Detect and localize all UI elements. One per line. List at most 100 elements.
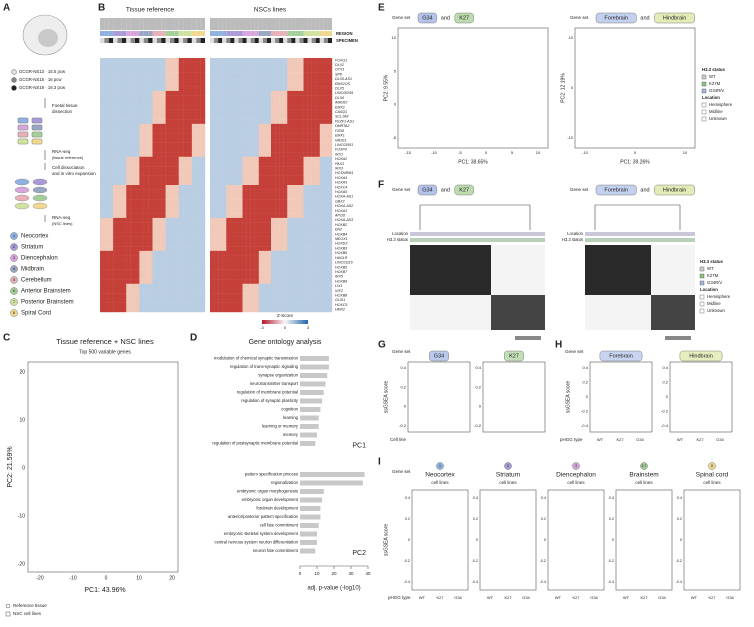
heatmap-cell xyxy=(271,246,276,252)
heatmap-cell xyxy=(311,227,316,233)
heatmap-cell xyxy=(291,105,296,110)
heatmap-cell xyxy=(234,236,239,242)
heatmap-cell xyxy=(108,288,114,294)
heatmap-cell xyxy=(200,67,206,73)
heatmap-cell xyxy=(250,152,255,157)
heatmap-cell xyxy=(165,213,171,219)
heatmap-cell xyxy=(113,114,118,120)
heatmap-cell xyxy=(191,147,197,153)
heatmap-cell xyxy=(238,279,243,284)
group-label: G34 xyxy=(658,595,666,600)
heatmap-cell xyxy=(108,156,114,162)
heatmap-cell xyxy=(187,156,193,162)
heatmap-cell xyxy=(250,123,255,129)
heatmap-cell xyxy=(178,67,184,73)
heatmap-cell xyxy=(323,123,329,129)
heatmap-cell xyxy=(152,269,158,275)
heatmap-cell xyxy=(319,72,325,78)
heatmap-cell xyxy=(191,222,197,228)
heatmap-cell xyxy=(178,279,184,284)
heatmap-cell xyxy=(262,227,268,233)
heatmap-cell xyxy=(238,260,243,266)
heatmap-cell xyxy=(135,147,140,153)
heatmap-cell xyxy=(279,175,284,181)
heatmap-cell xyxy=(258,76,264,82)
heatmap-cell xyxy=(139,279,144,284)
heatmap-cell xyxy=(262,62,268,68)
heatmap-cell xyxy=(139,264,144,270)
label: Top 500 variable genes xyxy=(79,349,131,355)
heatmap-cell xyxy=(152,236,158,242)
heatmap-cell xyxy=(311,269,316,275)
heatmap-cell xyxy=(161,137,166,143)
heatmap-cell xyxy=(218,250,223,256)
heatmap-cell xyxy=(222,76,227,82)
heatmap-cell xyxy=(283,133,288,139)
heatmap-cell xyxy=(222,142,227,148)
dendro-bg xyxy=(303,18,308,30)
heatmap-cell xyxy=(218,227,223,233)
heatmap-cell xyxy=(178,170,184,176)
heatmap-cell xyxy=(295,109,300,115)
heatmap-cell xyxy=(311,180,316,186)
tissue-icon xyxy=(17,138,29,145)
heatmap-cell xyxy=(117,269,123,275)
heatmap-cell xyxy=(295,227,300,233)
heatmap-cell xyxy=(218,114,223,120)
heatmap-cell xyxy=(121,241,127,247)
y-tick-label: 0 xyxy=(666,394,669,399)
heatmap-cell xyxy=(299,62,304,68)
heatmap-cell xyxy=(254,227,259,233)
heatmap-cell xyxy=(210,166,215,172)
heatmap-cell xyxy=(222,297,227,303)
heatmap-cell xyxy=(307,58,312,63)
heatmap-cell xyxy=(230,217,235,223)
heatmap-cell xyxy=(196,128,201,134)
heatmap-cell xyxy=(214,307,219,313)
heatmap-cell xyxy=(234,166,239,172)
heatmap-cell xyxy=(230,246,235,252)
heatmap-cell xyxy=(108,208,114,214)
heatmap-cell xyxy=(214,161,219,167)
heatmap-cell xyxy=(139,86,144,92)
heatmap-cell xyxy=(104,274,109,280)
heatmap-cell xyxy=(183,217,188,223)
heatmap-cell xyxy=(234,67,239,73)
heatmap-cell xyxy=(291,232,296,237)
y-tick-label: 0 xyxy=(612,538,614,542)
heatmap-cell xyxy=(170,307,175,313)
heatmap-cell xyxy=(143,297,149,303)
heatmap-cell xyxy=(214,241,219,247)
heatmap-cell xyxy=(226,76,231,82)
heatmap-cell xyxy=(234,100,239,106)
heatmap-cell xyxy=(191,250,197,256)
heatmap-cell xyxy=(139,185,144,190)
heatmap-cell xyxy=(196,264,201,270)
heatmap-cell xyxy=(254,274,259,280)
legend-label: Hemisphere xyxy=(707,294,731,299)
heatmap-cell xyxy=(266,227,272,233)
heatmap-cell xyxy=(210,133,215,139)
heatmap-cell xyxy=(234,72,239,78)
heatmap-cell xyxy=(165,95,171,101)
heatmap-cell xyxy=(152,199,158,205)
heatmap-cell xyxy=(295,156,300,162)
heatmap-cell xyxy=(307,274,312,280)
heatmap-cell xyxy=(200,203,206,209)
specimen-track xyxy=(135,38,140,43)
heatmap-cell xyxy=(299,133,304,139)
region-num: 2 xyxy=(13,244,16,249)
heatmap-cell xyxy=(279,166,284,172)
heatmap-cell xyxy=(323,114,329,120)
heatmap-cell xyxy=(161,156,166,162)
heatmap-cell xyxy=(135,72,140,78)
heatmap-cell xyxy=(266,217,272,223)
heatmap-cell xyxy=(108,246,114,252)
heatmap-cell xyxy=(303,264,308,270)
heatmap-cell xyxy=(108,81,114,87)
heatmap-cell xyxy=(238,208,243,214)
y-tick-label: 0 xyxy=(404,404,407,409)
gene-label: APOD xyxy=(334,214,346,218)
heatmap-cell xyxy=(299,297,304,303)
heatmap-cell xyxy=(178,194,184,200)
